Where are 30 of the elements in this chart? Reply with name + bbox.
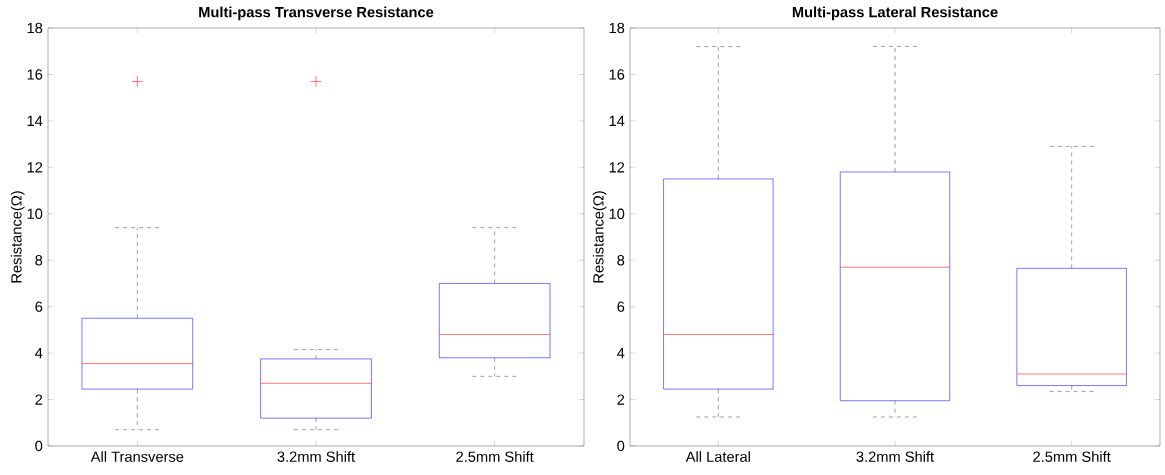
- chart-title: Multi-pass Lateral Resistance: [792, 6, 998, 21]
- y-tick-label: 14: [609, 115, 625, 126]
- chart-title: Multi-pass Transverse Resistance: [199, 6, 434, 21]
- y-tick-label: 8: [617, 255, 625, 266]
- x-tick-label: All Lateral: [685, 451, 750, 462]
- y-tick-label: 12: [609, 162, 625, 173]
- y-tick-label: 18: [609, 22, 625, 34]
- y-tick-label: 4: [617, 348, 625, 359]
- x-tick-label: All Transverse: [90, 451, 184, 462]
- x-tick-label: 2.5mm Shift: [1033, 451, 1111, 462]
- y-axis-title: Resistance(Ω): [592, 191, 607, 283]
- y-tick-label: 6: [35, 301, 43, 312]
- y-tick-label: 10: [609, 208, 625, 219]
- y-tick-label: 4: [35, 348, 43, 359]
- y-tick-label: 14: [27, 115, 43, 126]
- y-tick-label: 12: [27, 162, 43, 173]
- y-tick-label: 2: [617, 394, 625, 405]
- y-tick-label: 0: [617, 440, 625, 452]
- y-tick-label: 16: [27, 69, 43, 80]
- y-tick-label: 2: [35, 394, 43, 405]
- y-tick-label: 6: [617, 301, 625, 312]
- x-tick-label: 3.2mm Shift: [277, 451, 356, 462]
- x-tick-label: 3.2mm Shift: [856, 451, 934, 462]
- y-tick-label: 8: [35, 255, 43, 266]
- y-tick-label: 10: [27, 208, 43, 219]
- y-tick-label: 0: [35, 440, 43, 452]
- y-axis-title: Resistance(Ω): [10, 191, 25, 283]
- x-tick-label: 2.5mm Shift: [456, 451, 534, 462]
- y-tick-label: 16: [609, 69, 625, 80]
- y-tick-label: 18: [27, 22, 43, 34]
